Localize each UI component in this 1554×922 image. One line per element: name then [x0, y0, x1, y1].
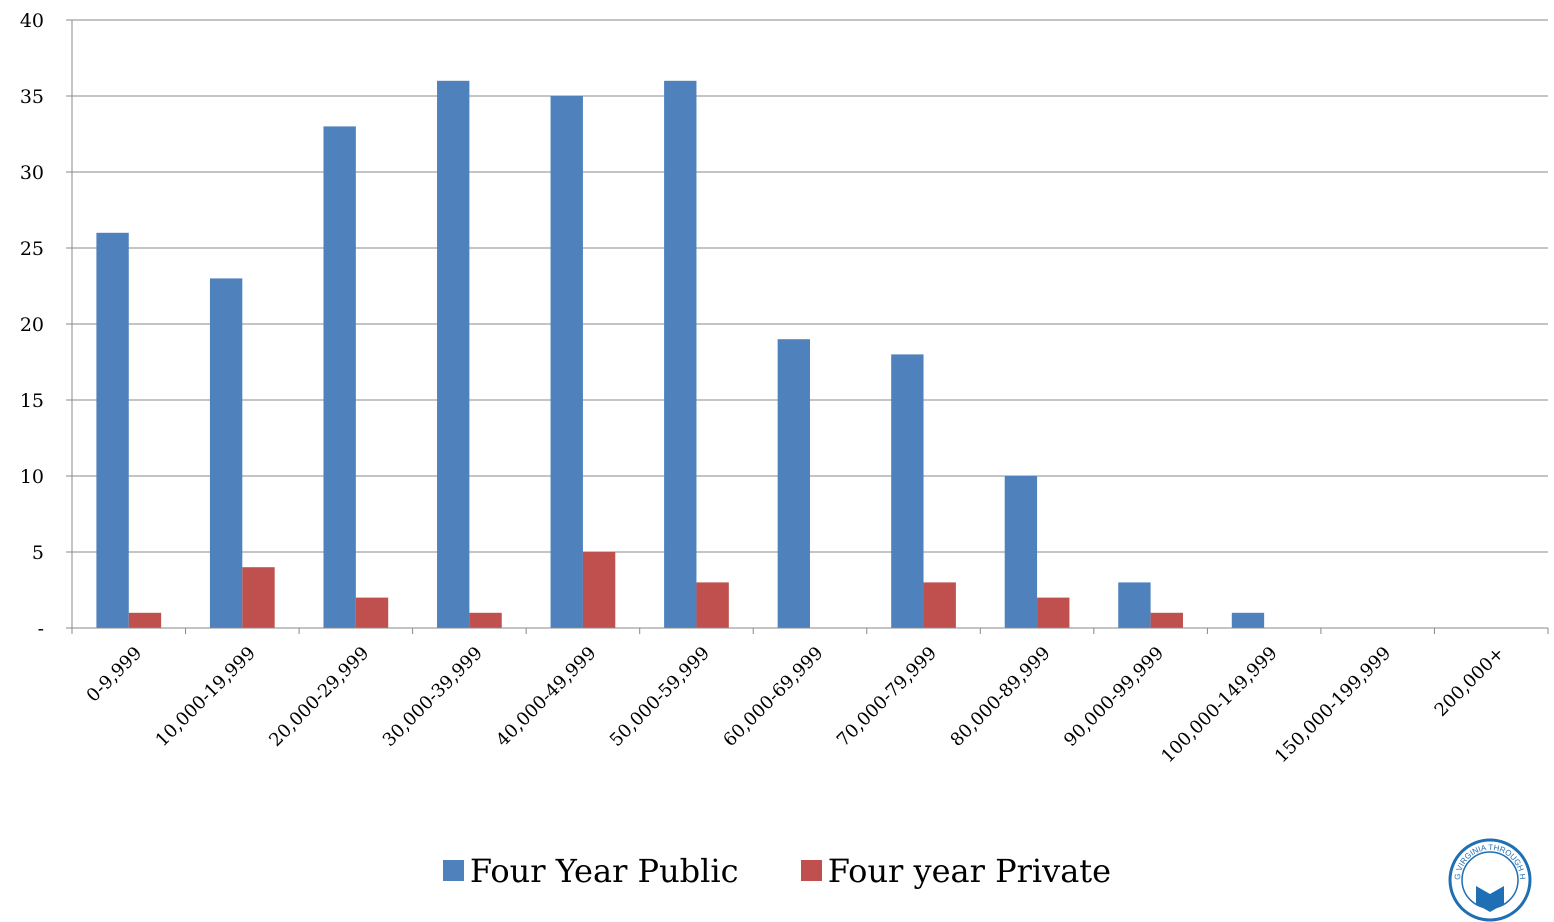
bar-private [128, 612, 162, 628]
y-tick-label: 25 [20, 238, 44, 260]
logo-seal-icon: G VIRGINIA THROUGH HIGHER ED [1448, 838, 1532, 922]
bar-public [1231, 612, 1265, 628]
x-tick-label: 100,000-149,999 [1157, 643, 1281, 767]
legend-label-private: Four year Private [827, 852, 1112, 890]
bar-public [437, 80, 470, 629]
tick-labels: - 5 10 15 20 25 30 35 40 0-9,999 10,000-19,999 20,0… [20, 10, 1509, 767]
y-tick-label: 10 [20, 466, 44, 488]
legend-swatch-private [800, 860, 822, 881]
bar-public [323, 126, 356, 629]
bar-public [1118, 582, 1151, 628]
x-tick-label: 70,000-79,999 [833, 643, 941, 751]
bar-private [582, 552, 616, 628]
bar-private [469, 612, 502, 628]
bars [96, 80, 1265, 629]
legend-item-public: Four Year Public [442, 852, 739, 890]
bar-chart: - 5 10 15 20 25 30 35 40 0-9,999 10,000-19,999 20,0… [20, 10, 1549, 767]
bar-public [664, 80, 697, 629]
x-tick-label: 20,000-29,999 [265, 643, 373, 751]
x-tick-label: 60,000-69,999 [719, 643, 827, 751]
x-tick-label: 80,000-89,999 [946, 643, 1054, 751]
bar-private [696, 582, 729, 628]
bar-private [1150, 612, 1183, 628]
bar-private [1037, 597, 1070, 628]
bar-private [923, 582, 956, 628]
bar-public [1004, 476, 1038, 628]
x-tick-label: 10,000-19,999 [152, 643, 260, 751]
y-tick-label: 5 [32, 542, 44, 564]
bar-public [96, 232, 129, 629]
bar-public [891, 354, 924, 628]
bar-private [355, 597, 389, 628]
y-tick-label: 30 [20, 162, 44, 184]
y-tick-label: 40 [20, 10, 44, 32]
x-tick-label: 150,000-199,999 [1271, 643, 1395, 767]
y-tick-label: - [38, 618, 44, 640]
legend: Four Year Public Four year Private [0, 852, 1554, 890]
axes [66, 19, 1549, 634]
bar-public [209, 278, 243, 628]
y-tick-label: 15 [20, 390, 44, 412]
legend-label-public: Four Year Public [469, 852, 739, 890]
y-tick-label: 35 [20, 86, 44, 108]
bar-private [242, 567, 275, 628]
x-tick-label: 0-9,999 [83, 643, 147, 707]
x-tick-label: 30,000-39,999 [379, 643, 487, 751]
legend-item-private: Four year Private [800, 852, 1112, 890]
legend-swatch-public [442, 860, 464, 881]
y-tick-label: 20 [20, 314, 44, 336]
x-tick-label: 50,000-59,999 [606, 643, 714, 751]
x-tick-label: 200,000+ [1431, 643, 1509, 721]
bar-public [777, 339, 810, 628]
x-tick-label: 90,000-99,999 [1060, 643, 1168, 751]
x-tick-label: 40,000-49,999 [492, 643, 600, 751]
bar-public [550, 96, 583, 628]
